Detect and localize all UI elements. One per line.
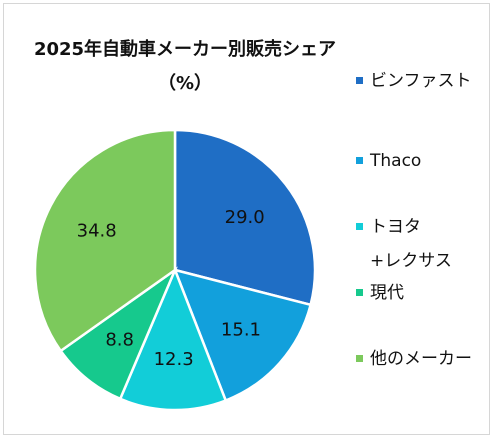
legend-swatch-0 xyxy=(356,77,363,84)
legend-label-1: Thaco xyxy=(370,151,422,171)
data-label-2: 12.3 xyxy=(154,349,194,370)
legend-label-4: 他のメーカー xyxy=(370,349,472,369)
pie-slice-1 xyxy=(172,268,313,403)
pie-slice-4 xyxy=(33,128,177,353)
legend-label-0: ビンファスト xyxy=(370,71,472,91)
legend-swatch-4 xyxy=(356,355,363,362)
chart-title-unit: （%） xyxy=(157,73,213,94)
data-label-1: 15.1 xyxy=(221,320,261,341)
legend-swatch-1 xyxy=(356,157,363,164)
chart-frame xyxy=(3,3,490,435)
chart-title: 2025年自動車メーカー別販売シェア xyxy=(33,39,337,60)
legend-swatch-2 xyxy=(356,223,363,230)
pie-slice-0 xyxy=(173,128,317,307)
legend-swatch-3 xyxy=(356,289,363,296)
data-label-0: 29.0 xyxy=(225,207,265,228)
data-label-4: 34.8 xyxy=(77,220,117,241)
legend-label-3: 現代 xyxy=(370,283,404,303)
pie-slice-2 xyxy=(118,266,228,412)
legend-label-2: トヨタ +レクサス xyxy=(370,217,452,271)
data-label-3: 8.8 xyxy=(105,330,134,351)
